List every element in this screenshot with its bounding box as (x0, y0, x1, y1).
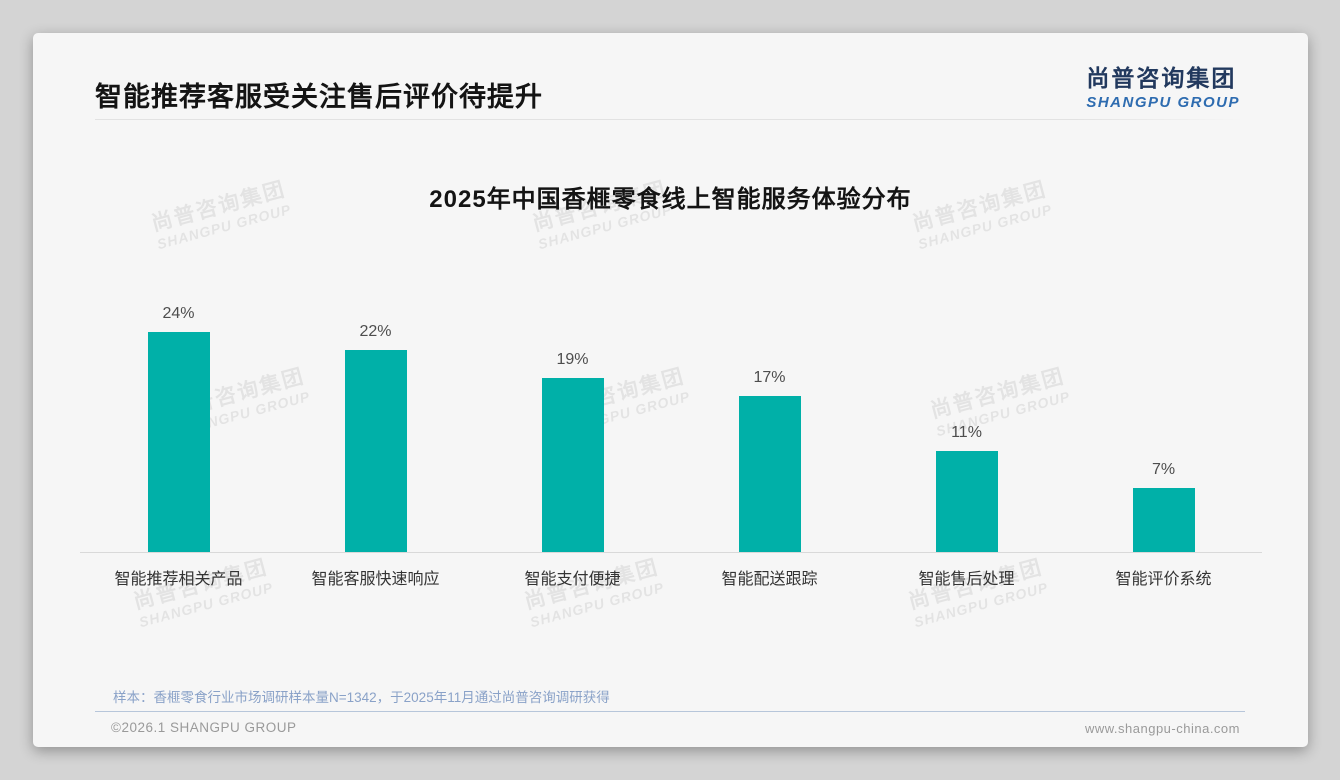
bar-value-label: 19% (556, 350, 589, 368)
sample-footnote: 样本：香榧零食行业市场调研样本量N=1342，于2025年11月通过尚普咨询调研… (113, 690, 610, 705)
bar-category-label: 智能售后处理 (918, 571, 1015, 588)
bar-chart: 24% 22% 19% 17% 11% 7% (80, 301, 1262, 553)
bar-value-label: 7% (1151, 460, 1176, 478)
bar (935, 451, 998, 552)
title-divider (95, 119, 1245, 120)
footer-divider (95, 711, 1245, 712)
watermark: 尚普咨询集团 SHANGPU GROUP (876, 548, 1080, 639)
bar-category-label: 智能推荐相关产品 (114, 571, 243, 588)
bar-column: 11% (868, 301, 1065, 552)
bar (147, 331, 210, 552)
watermark: 尚普咨询集团 SHANGPU GROUP (101, 548, 305, 639)
slide-card: 智能推荐客服受关注售后评价待提升 尚普咨询集团 SHANGPU GROUP 尚普… (33, 33, 1308, 747)
company-logo: 尚普咨询集团 SHANGPU GROUP (1086, 59, 1240, 111)
bar-value-label: 17% (753, 369, 786, 387)
bar-category-label: 智能配送跟踪 (721, 571, 818, 588)
bar (344, 350, 407, 552)
website-url: www.shangpu-china.com (1084, 721, 1240, 736)
bar-category-label: 智能评价系统 (1115, 571, 1212, 588)
bar (1132, 487, 1195, 552)
bar-category-label: 智能客服快速响应 (311, 571, 440, 588)
page-title: 智能推荐客服受关注售后评价待提升 (95, 82, 543, 112)
bar (541, 377, 604, 552)
chart-title: 2025年中国香榧零食线上智能服务体验分布 (429, 186, 912, 213)
bar-chart-category-axis: 智能推荐相关产品 智能客服快速响应 智能支付便捷 智能配送跟踪 智能售后处理 智能评价系统 (80, 565, 1262, 589)
bar-column: 19% (474, 301, 671, 552)
watermark: 尚普咨询集团 SHANGPU GROUP (492, 548, 696, 639)
bar-value-label: 24% (162, 304, 195, 322)
bar-category-label: 智能支付便捷 (524, 571, 621, 588)
bar-value-label: 22% (359, 323, 392, 341)
bar-value-label: 11% (951, 424, 982, 442)
copyright-text: ©2026.1 SHANGPU GROUP (111, 720, 297, 735)
bar-column: 24% (80, 301, 277, 552)
logo-chinese-text: 尚普咨询集团 (1086, 65, 1237, 91)
bar-column: 17% (671, 301, 868, 552)
logo-english-text: SHANGPU GROUP (1086, 94, 1240, 111)
bar-column: 22% (277, 301, 474, 552)
bar (738, 396, 801, 552)
bar-column: 7% (1065, 301, 1262, 552)
